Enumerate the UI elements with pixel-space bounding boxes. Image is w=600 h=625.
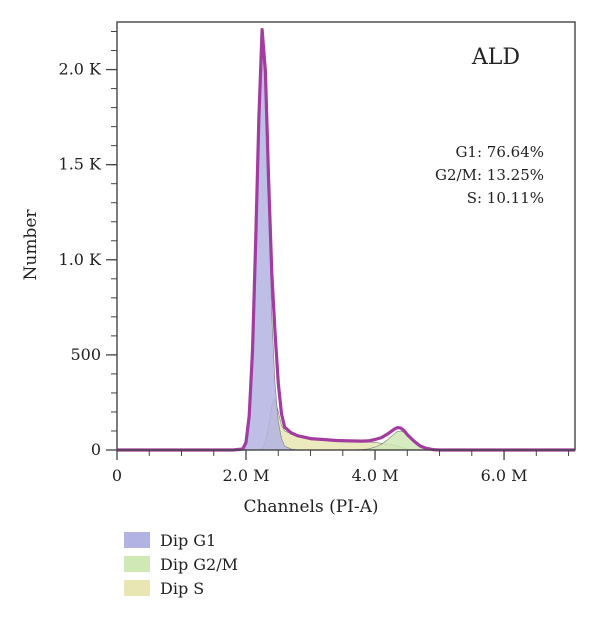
histogram-fills [117, 31, 575, 451]
y-tick-label: 1.0 K [59, 250, 103, 269]
axis-ticks: 0 2.0 M 4.0 M 6.0 M 0 500 1.0 K 1.5 K 2.0 K [59, 31, 570, 485]
panel-title: ALD [471, 45, 520, 70]
y-tick-label: 2.0 K [59, 60, 103, 79]
y-tick-label: 1.5 K [59, 155, 103, 174]
plot-frame [116, 21, 576, 451]
stat-g2m: G2/M: 13.25% [435, 166, 544, 184]
x-axis-title: Channels (PI-A) [243, 497, 378, 517]
y-axis-title: Number [21, 209, 41, 281]
area-dip-g1 [117, 31, 575, 451]
legend-label: Dip S [160, 579, 204, 598]
legend-swatch [124, 580, 150, 596]
x-tick-label: 2.0 M [223, 466, 270, 485]
legend: Dip G1 Dip G2/M Dip S [124, 531, 238, 598]
x-tick-label: 0 [112, 466, 122, 485]
histogram-overlay [117, 28, 575, 452]
legend-swatch [124, 532, 150, 548]
stat-g1: G1: 76.64% [455, 143, 544, 161]
x-tick-label: 4.0 M [352, 466, 399, 485]
legend-label: Dip G2/M [160, 555, 238, 574]
x-tick-label: 6.0 M [481, 466, 528, 485]
stat-s: S: 10.11% [467, 189, 544, 207]
y-tick-label: 500 [70, 345, 101, 364]
legend-swatch [124, 556, 150, 572]
stats-block: G1: 76.64% G2/M: 13.25% S: 10.11% [435, 143, 544, 207]
legend-label: Dip G1 [160, 531, 216, 550]
histogram-line [117, 28, 575, 452]
y-tick-label: 0 [91, 440, 101, 459]
